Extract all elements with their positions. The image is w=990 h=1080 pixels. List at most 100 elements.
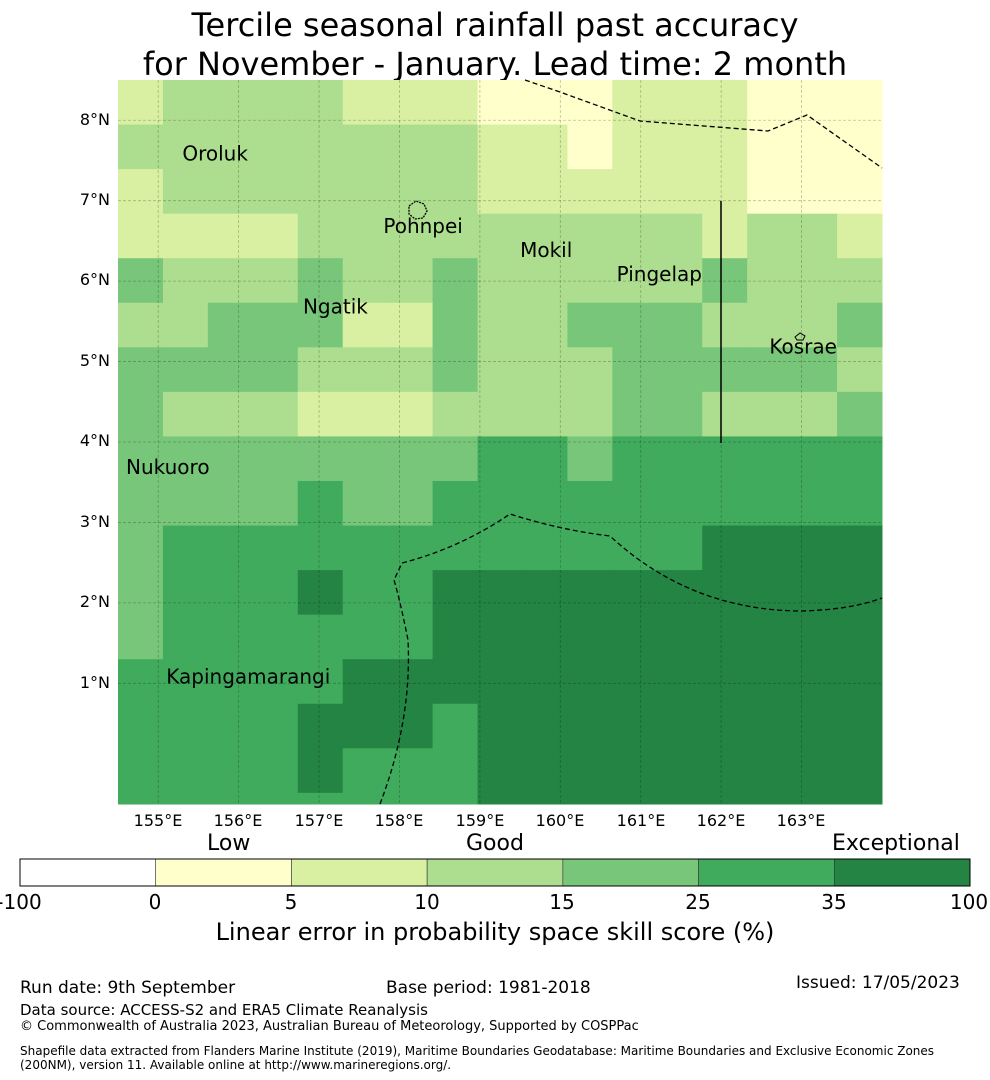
pohnpei-island-outline (408, 200, 428, 220)
skill-cell (702, 80, 748, 126)
skill-cell (837, 436, 883, 482)
lon-tick-156e: 156°E (213, 811, 263, 830)
skill-cell (342, 347, 389, 393)
skill-cell (747, 169, 793, 215)
skill-cell (432, 302, 479, 348)
colorbar-tick: 100 (949, 890, 989, 914)
skill-cell (207, 391, 254, 437)
skill-cell (567, 570, 613, 616)
skill-cell (162, 302, 209, 348)
skill-cell (747, 570, 793, 616)
skill-cell (387, 169, 434, 215)
skill-cell (432, 124, 479, 170)
lat-tick-8n: 8°N (79, 110, 110, 129)
skill-cell (162, 213, 209, 259)
skill-cell (837, 391, 883, 437)
skill-cell (432, 748, 479, 794)
skill-cell (252, 570, 299, 616)
skill-cell (567, 124, 613, 170)
lon-tick-159e: 159°E (455, 811, 505, 830)
colorbar-segment (155, 858, 292, 887)
issued-date: Issued: 17/05/2023 (796, 973, 960, 993)
skill-cell (837, 570, 883, 616)
skill-cell (162, 436, 209, 482)
skill-cell (118, 748, 164, 794)
skill-cell (522, 302, 568, 348)
skill-cell (342, 80, 389, 126)
colorbar-segment (698, 858, 835, 887)
skill-cell (657, 391, 703, 437)
skill-cell (747, 748, 793, 794)
skill-cell (747, 614, 793, 660)
skill-cell (432, 703, 479, 749)
skill-cell (792, 792, 838, 805)
place-label-ngatik: Ngatik (303, 294, 368, 318)
skill-cell (162, 614, 209, 660)
skill-cell (612, 391, 658, 437)
skill-cell (252, 792, 299, 805)
skill-cell (702, 347, 748, 393)
skill-cell (792, 436, 838, 482)
skill-cell (118, 169, 164, 215)
skill-cell (657, 302, 703, 348)
skill-cell (477, 80, 523, 126)
skill-cell (477, 347, 523, 393)
place-labels: Oroluk Pohnpei Mokil Pingelap Ngatik Kosrae Nu… (126, 141, 837, 688)
skill-cell (747, 347, 793, 393)
skill-cell (162, 659, 209, 705)
skill-cell (657, 748, 703, 794)
skill-cell (522, 436, 568, 482)
skill-cell (118, 792, 164, 805)
skill-cell (747, 792, 793, 805)
skill-cell (252, 347, 299, 393)
skill-cell (657, 436, 703, 482)
skill-cell (432, 436, 479, 482)
skill-cell (297, 391, 344, 437)
skill-cell (297, 169, 344, 215)
skill-cell (792, 124, 838, 170)
skill-cell (387, 302, 434, 348)
skill-cell (162, 480, 209, 527)
skill-cell (387, 748, 434, 794)
skill-cell (118, 124, 164, 170)
skill-cell (207, 703, 254, 749)
skill-cell (162, 258, 209, 304)
skill-cell (342, 792, 389, 805)
skill-cell (567, 258, 613, 304)
skill-cell (747, 659, 793, 705)
skill-cell (657, 525, 703, 571)
skill-cell (522, 391, 568, 437)
skill-cell (477, 169, 523, 215)
skill-cell (342, 570, 389, 616)
skill-cell (118, 391, 164, 437)
skill-cell (252, 480, 299, 527)
skill-cell (477, 659, 523, 705)
skill-cell (162, 570, 209, 616)
skill-cell (747, 80, 793, 126)
colorbar-frame (19, 858, 971, 887)
skill-cell (162, 525, 209, 571)
skill-cell (297, 614, 344, 660)
skill-cell (118, 213, 164, 259)
skill-cell (837, 659, 883, 705)
lat-tick-7n: 7°N (79, 190, 110, 209)
skill-cell (522, 792, 568, 805)
skill-cell (612, 436, 658, 482)
skill-cell (747, 525, 793, 571)
skill-cell (837, 213, 883, 259)
skill-grid (118, 80, 883, 805)
skill-cell (342, 659, 389, 705)
skill-cell (657, 80, 703, 126)
map-title-line-1: Tercile seasonal rainfall past accuracy (191, 6, 799, 44)
skill-cell (432, 570, 479, 616)
legend-category-exceptional: Exceptional (832, 831, 960, 856)
skill-cell (477, 436, 523, 482)
skill-cell (792, 213, 838, 259)
skill-cell (432, 480, 479, 527)
skill-cell (297, 570, 344, 616)
skill-cell (477, 258, 523, 304)
skill-cell (567, 347, 613, 393)
skill-cell (162, 347, 209, 393)
skill-cell (612, 748, 658, 794)
skill-cell (792, 480, 838, 527)
